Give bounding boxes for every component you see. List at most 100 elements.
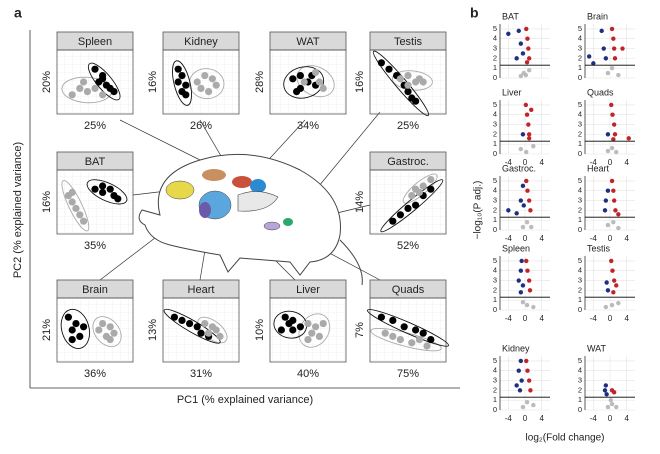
x-tick-label: 0 <box>523 158 528 167</box>
pca-point <box>68 336 76 344</box>
plot-title: Quads <box>392 284 425 296</box>
pc2-label: 7% <box>354 322 366 338</box>
pca-point <box>193 78 201 86</box>
x-tick-label: 0 <box>523 314 528 323</box>
y-tick-label: 4 <box>493 366 497 375</box>
pca-point <box>106 336 114 344</box>
volcano-point <box>610 112 615 117</box>
y-tick-label: 2 <box>493 385 497 394</box>
plot-area <box>162 49 240 115</box>
y-tick-label: 3 <box>493 276 497 285</box>
pca-point <box>315 78 323 86</box>
pca-point <box>80 323 88 331</box>
pc2-label: 21% <box>41 319 53 341</box>
pca-point <box>289 326 297 334</box>
volcano-point <box>524 149 529 155</box>
y-axis-label: −log₁₀(P adj.) <box>473 181 484 240</box>
y-tick-label: 2 <box>578 285 582 294</box>
volcano-point <box>506 208 511 213</box>
pca-point <box>396 336 404 344</box>
y-tick-label: 5 <box>493 356 497 365</box>
volcano-point <box>604 280 609 285</box>
pca-point <box>205 88 213 96</box>
pca-point <box>319 84 327 92</box>
pca-point <box>99 75 107 83</box>
y-tick-label: 0 <box>493 305 497 314</box>
pc2-label: 13% <box>147 319 159 341</box>
pca-point <box>312 68 320 76</box>
panel-label: a <box>14 5 22 21</box>
x-tick-label: 0 <box>608 158 613 167</box>
x-tick-label: -4 <box>590 414 598 423</box>
pca-point <box>400 323 408 331</box>
pca-point <box>178 316 186 324</box>
volcano-point <box>525 188 530 193</box>
plot-title: BAT <box>502 11 519 21</box>
volcano-point <box>612 56 618 61</box>
pca-point <box>289 75 297 83</box>
pca-point <box>412 326 420 334</box>
volcano-point <box>514 211 519 216</box>
plot-title: Kidney <box>184 36 218 48</box>
volcano-point <box>609 401 615 407</box>
y-tick-label: 2 <box>578 53 582 62</box>
pc1-label: 31% <box>190 368 212 380</box>
pc2-label: 16% <box>41 191 53 213</box>
y-tick-label: 4 <box>493 34 497 43</box>
plot-title: Testis <box>587 243 611 253</box>
volcano-point <box>616 212 621 217</box>
volcano-point <box>526 67 532 73</box>
volcano-point <box>523 102 529 108</box>
volcano-point <box>613 208 618 213</box>
volcano-point <box>605 404 611 410</box>
y-tick-label: 3 <box>493 376 497 385</box>
group-ellipse <box>380 179 444 233</box>
volcano-point <box>527 288 533 293</box>
volcano-point <box>524 219 530 225</box>
pca-point <box>277 326 285 334</box>
volcano-point <box>526 378 532 383</box>
volcano-point <box>609 258 614 264</box>
group-ellipse <box>283 66 325 99</box>
volcano-point <box>518 198 524 203</box>
x-tick-label: 4 <box>624 314 629 323</box>
y-tick-label: 1 <box>493 295 497 304</box>
volcano-point <box>524 112 530 117</box>
volcano-point <box>526 122 531 127</box>
y-tick-label: 4 <box>578 366 582 375</box>
y-tick-label: 5 <box>578 256 582 265</box>
volcano-point <box>611 46 617 51</box>
pca-point <box>68 198 76 206</box>
volcano-point <box>609 145 615 151</box>
y-tick-label: 5 <box>493 176 497 185</box>
volcano-point <box>609 178 615 184</box>
pca-point <box>201 320 209 328</box>
y-tick-label: 4 <box>493 186 497 195</box>
pca-point <box>83 88 91 96</box>
volcano-point <box>611 198 617 203</box>
pc1-label: 25% <box>397 120 419 132</box>
pca-point <box>419 78 427 86</box>
x-tick-label: 4 <box>539 234 544 243</box>
pca-point <box>205 329 213 337</box>
pca-point <box>404 204 412 212</box>
y-tick-label: 1 <box>493 139 497 148</box>
y-tick-label: 0 <box>578 305 582 314</box>
pca-point <box>381 329 389 337</box>
volcano-point <box>531 304 536 310</box>
plot-title: Heart <box>188 284 215 296</box>
pca-point <box>404 72 412 80</box>
pca-point <box>427 336 435 344</box>
pc1-label: 52% <box>397 240 419 252</box>
pca-point <box>419 329 427 337</box>
y-tick-label: 0 <box>493 149 497 158</box>
y-tick-label: 3 <box>578 120 582 129</box>
volcano-point <box>605 288 611 293</box>
volcano-point <box>524 178 529 184</box>
y-tick-label: 0 <box>578 225 582 234</box>
x-axis-label: log₂(Fold change) <box>526 433 605 444</box>
volcano-point <box>626 136 631 141</box>
x-tick-label: -4 <box>505 158 513 167</box>
y-tick-label: 1 <box>493 395 497 404</box>
group-ellipse <box>372 50 430 117</box>
